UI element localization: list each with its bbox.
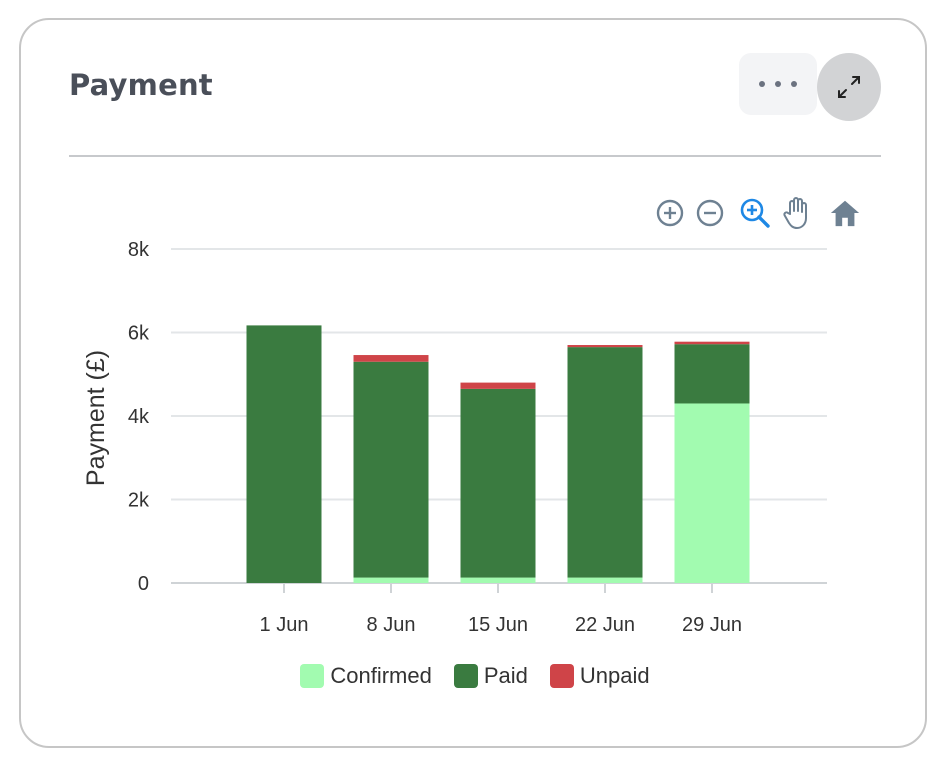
legend-item-confirmed[interactable]: Confirmed	[300, 663, 432, 689]
legend-swatch-confirmed	[300, 664, 325, 688]
y-tick-label: 4k	[128, 406, 150, 428]
legend-label-confirmed: Confirmed	[330, 663, 432, 688]
legend-item-paid[interactable]: Paid	[453, 663, 528, 689]
y-tick-label: 6k	[128, 323, 150, 345]
legend-label-paid: Paid	[483, 663, 528, 688]
legend-item-unpaid[interactable]: Unpaid	[549, 663, 650, 689]
bar-paid	[246, 325, 322, 583]
y-tick-label: 2k	[128, 490, 150, 512]
bar-paid	[460, 388, 536, 578]
bar-confirmed	[460, 577, 536, 583]
x-tick-label: 1 Jun	[260, 614, 309, 636]
legend-label-unpaid: Unpaid	[579, 663, 650, 688]
payment-chart: 0 2k 4k 6k 8k Payment (£) 1 Jun 8 Jun 15 Jun 22 J…	[82, 239, 827, 636]
home-icon[interactable]	[829, 197, 861, 229]
x-tick-label: 29 Jun	[682, 614, 742, 636]
bar-unpaid	[353, 355, 429, 362]
legend-swatch-paid	[453, 664, 478, 688]
more-options-button[interactable]	[739, 53, 817, 115]
expand-button[interactable]	[817, 53, 881, 121]
bar-unpaid	[460, 382, 536, 389]
header-divider	[69, 155, 881, 157]
bar-confirmed	[674, 403, 750, 583]
zoom-in-icon[interactable]	[654, 197, 686, 229]
y-tick-label: 8k	[128, 239, 150, 261]
bar-confirmed	[353, 577, 429, 583]
x-tick-label: 15 Jun	[468, 614, 528, 636]
y-tick-label: 0	[138, 573, 149, 595]
more-dot-icon	[791, 81, 797, 87]
payment-card: Payment	[19, 18, 927, 748]
y-axis-label: Payment (£)	[82, 350, 110, 486]
magnifier-zoom-icon[interactable]	[739, 197, 771, 229]
zoom-out-icon[interactable]	[694, 197, 726, 229]
chart-legend: Confirmed Paid Unpaid	[21, 663, 929, 689]
card-title: Payment	[69, 68, 213, 102]
bar-paid	[567, 347, 643, 578]
x-tick-label: 8 Jun	[367, 614, 416, 636]
expand-icon	[838, 76, 860, 98]
bar-unpaid	[567, 345, 643, 348]
hand-pan-icon[interactable]	[781, 197, 813, 229]
x-tick-label: 22 Jun	[575, 614, 635, 636]
bar-paid	[674, 344, 750, 404]
more-dot-icon	[759, 81, 765, 87]
legend-swatch-unpaid	[549, 664, 574, 688]
bar-paid	[353, 361, 429, 578]
bar-unpaid	[674, 341, 750, 345]
more-dot-icon	[775, 81, 781, 87]
bar-confirmed	[567, 577, 643, 583]
